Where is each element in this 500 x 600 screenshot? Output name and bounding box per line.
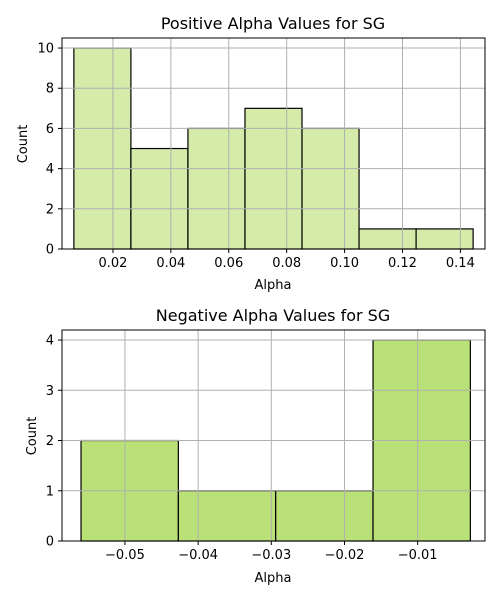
x-tick-label: −0.02 (325, 548, 365, 563)
y-tick-label: 8 (46, 82, 54, 97)
histogram-bar (177, 490, 277, 542)
y-tick-label: 0 (46, 535, 54, 550)
x-tick-label: 0.06 (214, 256, 243, 271)
x-axis-label: Alpha (255, 278, 292, 293)
histogram-bar (415, 228, 474, 250)
chart-title: Negative Alpha Values for SG (156, 306, 390, 325)
x-axis-label: Alpha (255, 571, 292, 586)
x-tick-label: 0.12 (388, 256, 417, 271)
y-tick-label: 4 (46, 162, 54, 177)
x-tick-label: −0.03 (251, 548, 291, 563)
x-tick-label: −0.04 (178, 548, 218, 563)
x-tick-label: −0.05 (105, 548, 145, 563)
y-tick-label: 10 (37, 42, 54, 57)
histogram-bar (275, 490, 374, 542)
x-tick-label: 0.02 (98, 256, 127, 271)
y-tick-label: 2 (46, 202, 54, 217)
chart-title: Positive Alpha Values for SG (161, 14, 385, 33)
x-tick-label: 0.08 (272, 256, 301, 271)
axes-frame (61, 37, 486, 250)
chart-negative-alpha: Negative Alpha Values for SG Alpha Count… (25, 306, 486, 586)
y-tick-label: 2 (46, 434, 54, 449)
plot-area-positive: 0.02 0.04 0.06 0.08 0.10 0.12 0.14 0 2 4 6 8 10 (37, 37, 486, 271)
histogram-bar (73, 47, 132, 250)
x-tick-label: 0.14 (446, 256, 475, 271)
histogram-bar (358, 228, 417, 250)
x-tick-label: 0.04 (156, 256, 185, 271)
histogram-bar (130, 147, 189, 250)
histogram-bar (244, 107, 303, 250)
axes-frame (61, 329, 486, 542)
histogram-bar (187, 127, 246, 250)
y-tick-label: 0 (46, 243, 54, 258)
y-tick-label: 1 (46, 484, 54, 499)
y-tick-label: 6 (46, 122, 54, 137)
y-axis-label: Count (16, 125, 31, 164)
y-tick-label: 4 (46, 334, 54, 349)
chart-positive-alpha: Positive Alpha Values for SG Alpha Count… (16, 14, 486, 293)
plot-area-negative: −0.05 −0.04 −0.03 −0.02 −0.01 0 1 2 3 4 (46, 329, 486, 563)
x-tick-label: 0.10 (330, 256, 359, 271)
y-tick-label: 3 (46, 384, 54, 399)
histogram-bar (301, 127, 360, 250)
x-tick-label: −0.01 (398, 548, 438, 563)
y-axis-label: Count (25, 417, 40, 456)
